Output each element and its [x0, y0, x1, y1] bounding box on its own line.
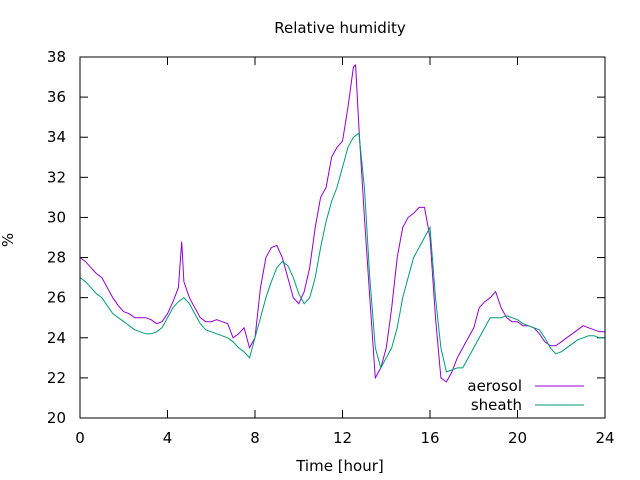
- y-tick-label: 26: [47, 289, 66, 307]
- x-tick-label: 20: [508, 429, 527, 447]
- y-tick-label: 28: [47, 249, 66, 267]
- plot-series: [79, 63, 605, 383]
- y-tick-label: 22: [47, 369, 66, 387]
- series-line-sheath: [79, 132, 605, 373]
- x-tick-label: 4: [163, 429, 173, 447]
- y-axis-label: %: [0, 233, 17, 247]
- x-tick-label: 0: [75, 429, 85, 447]
- x-tick-label: 8: [250, 429, 260, 447]
- x-tick-label: 16: [420, 429, 439, 447]
- x-axis-ticks: 0 4 8 12 16 20 24: [75, 57, 615, 447]
- y-tick-label: 38: [47, 48, 66, 66]
- series-line-aerosol: [79, 63, 605, 383]
- legend-label-aerosol: aerosol: [467, 377, 522, 395]
- y-axis-ticks: 20 22 24 26 28 30 32 34 36 38: [47, 48, 605, 427]
- x-axis-label: Time [hour]: [295, 457, 384, 475]
- y-tick-label: 30: [47, 208, 66, 226]
- chart-title: Relative humidity: [274, 19, 406, 37]
- legend-label-sheath: sheath: [471, 396, 522, 414]
- y-tick-label: 24: [47, 329, 66, 347]
- y-tick-label: 20: [47, 409, 66, 427]
- plot-frame: [79, 56, 606, 419]
- y-tick-label: 34: [47, 128, 66, 146]
- y-tick-label: 32: [47, 168, 66, 186]
- x-tick-label: 24: [595, 429, 614, 447]
- y-tick-label: 36: [47, 88, 66, 106]
- x-tick-label: 12: [333, 429, 352, 447]
